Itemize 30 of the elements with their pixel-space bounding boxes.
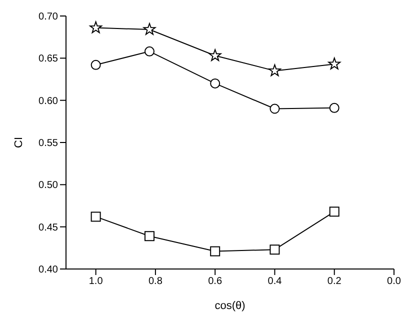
point [210, 246, 220, 256]
x-tick-label: 0.4 [268, 276, 282, 288]
x-tick-label: 0.2 [327, 276, 342, 288]
y-tick-label: 0.60 [38, 96, 58, 107]
point [268, 64, 281, 76]
point [90, 212, 101, 222]
x-tick-label: 0.6 [208, 276, 222, 288]
point [208, 49, 222, 61]
point [329, 206, 340, 217]
point [270, 104, 280, 114]
point [90, 21, 102, 34]
point [144, 46, 154, 56]
point [328, 58, 341, 70]
point [270, 244, 280, 255]
point [144, 231, 154, 242]
y-axis-title: CI [12, 137, 25, 148]
y-tick-label: 0.40 [38, 264, 58, 276]
y-tick-label: 0.65 [38, 54, 58, 65]
y-tick-label: 0.45 [38, 222, 58, 234]
y-tick-label: 0.55 [38, 138, 58, 150]
point [329, 102, 340, 113]
x-tick-label: 0.0 [387, 276, 402, 288]
x-tick-label: 1.0 [88, 276, 104, 288]
x-tick-label: 0.8 [148, 276, 163, 288]
x-axis-title: cos(θ) [214, 300, 246, 312]
point [90, 60, 101, 70]
point [210, 78, 220, 88]
point [143, 22, 156, 35]
y-tick-label: 0.70 [38, 12, 58, 23]
y-tick-label: 0.50 [38, 180, 58, 192]
